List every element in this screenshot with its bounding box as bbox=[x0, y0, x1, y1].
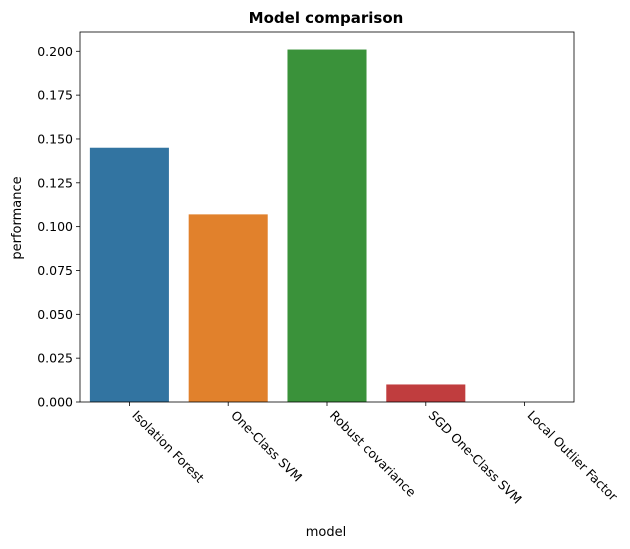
bar-one-class-svm bbox=[188, 214, 268, 402]
y-tick-label: 0.025 bbox=[37, 351, 73, 366]
bars-group bbox=[89, 49, 466, 402]
x-tick-label: One-Class SVM bbox=[228, 408, 305, 485]
y-axis: 0.000 0.025 0.050 0.075 0.100 0.125 0.150 0.175… bbox=[37, 44, 80, 410]
y-tick-label: 0.100 bbox=[37, 219, 73, 234]
y-tick-label: 0.125 bbox=[37, 175, 73, 190]
bar-robust-covariance bbox=[287, 49, 367, 402]
y-tick-label: 0.000 bbox=[37, 395, 73, 410]
y-tick-label: 0.200 bbox=[37, 44, 73, 59]
x-axis: Isolation Forest One-Class SVM Robust cova… bbox=[128, 402, 621, 507]
chart-title: Model comparison bbox=[249, 9, 404, 27]
y-tick-label: 0.075 bbox=[37, 263, 73, 278]
bar-sgd-one-class-svm bbox=[386, 384, 466, 402]
x-tick-label: Isolation Forest bbox=[129, 408, 207, 486]
y-tick-label: 0.175 bbox=[37, 88, 73, 103]
x-tick-label: Local Outlier Factor bbox=[524, 408, 621, 505]
y-axis-label: performance bbox=[10, 176, 25, 259]
y-tick-label: 0.150 bbox=[37, 131, 73, 146]
x-tick-label: Robust covariance bbox=[327, 408, 419, 500]
bar-isolation-forest bbox=[89, 147, 169, 402]
x-axis-label: model bbox=[306, 525, 346, 540]
plot-frame bbox=[79, 31, 575, 403]
x-tick-label: SGD One-Class SVM bbox=[426, 408, 525, 507]
y-tick-label: 0.050 bbox=[37, 307, 73, 322]
